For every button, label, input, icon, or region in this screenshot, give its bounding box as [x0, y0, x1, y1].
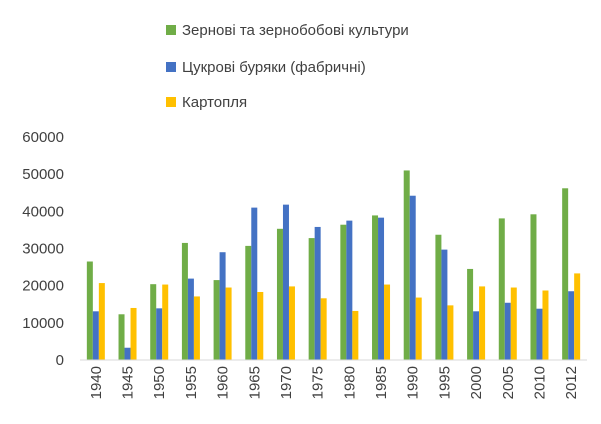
- bar-1940-series-3: [98, 283, 105, 360]
- bar-2000-series-2: [473, 311, 480, 360]
- bar-1985-series-1: [372, 215, 379, 360]
- x-tick-label: 1950: [151, 366, 168, 399]
- y-tick-label: 60000: [22, 129, 64, 146]
- bar-1955-series-2: [187, 278, 194, 360]
- bar-2010-series-3: [542, 290, 549, 360]
- bar-1945-series-2: [124, 347, 131, 360]
- bar-1965-series-1: [245, 245, 252, 360]
- x-tick-label: 1955: [183, 366, 200, 399]
- x-tick-label: 2005: [500, 366, 517, 399]
- bar-1990-series-3: [415, 297, 422, 360]
- bar-2000-series-1: [467, 268, 474, 360]
- bar-2012-series-2: [568, 291, 575, 360]
- bar-2010-series-2: [536, 308, 543, 360]
- x-tick-label: 1975: [310, 366, 327, 399]
- bar-1980-series-1: [340, 224, 347, 360]
- legend-label-2: Цукрові буряки (фабричні): [182, 59, 366, 76]
- legend-swatch-1: [166, 25, 176, 35]
- bar-1955-series-1: [181, 242, 188, 360]
- bar-1975-series-1: [308, 238, 315, 360]
- y-axis-tick-labels: 0 10000 20000 30000 40000 50000 60000: [22, 129, 64, 369]
- bar-1970-series-2: [282, 204, 289, 360]
- bar-1975-series-2: [314, 226, 321, 360]
- x-tick-label: 1940: [88, 366, 105, 399]
- bar-1950-series-1: [150, 284, 157, 360]
- x-tick-label: 1945: [120, 366, 137, 399]
- bar-1990-series-1: [403, 170, 410, 360]
- legend-swatch-2: [166, 62, 176, 72]
- x-axis-tick-labels: 1940 1945 1950 1955 1960 1965 1970 1975 1980 1985…: [88, 366, 580, 399]
- x-tick-label: 2000: [468, 366, 485, 399]
- bar-1960-series-1: [213, 280, 220, 360]
- x-tick-label: 2010: [531, 366, 548, 399]
- bar-1995-series-3: [447, 305, 454, 360]
- y-tick-label: 30000: [22, 241, 64, 258]
- bar-1995-series-2: [441, 249, 448, 360]
- x-tick-label: 1990: [405, 366, 422, 399]
- y-tick-label: 50000: [22, 166, 64, 183]
- x-tick-label: 1965: [246, 366, 263, 399]
- x-tick-label: 1970: [278, 366, 295, 399]
- bar-1995-series-1: [435, 234, 442, 360]
- y-tick-label: 40000: [22, 203, 64, 220]
- bar-1945-series-3: [130, 307, 137, 360]
- bar-2012-series-1: [562, 188, 569, 360]
- bar-1970-series-1: [276, 228, 283, 360]
- x-tick-label: 1995: [436, 366, 453, 399]
- y-tick-label: 0: [56, 352, 64, 369]
- bar-2000-series-3: [479, 286, 486, 360]
- bar-1950-series-3: [162, 284, 169, 360]
- bar-2005-series-1: [498, 218, 505, 360]
- x-tick-label: 1960: [215, 366, 232, 399]
- bar-1985-series-3: [384, 284, 391, 360]
- bar-1940-series-1: [86, 261, 93, 360]
- bar-1955-series-3: [193, 296, 200, 360]
- bar-2012-series-3: [574, 273, 581, 360]
- legend-label-1: Зернові та зернобобові культури: [182, 22, 409, 39]
- bar-1980-series-2: [346, 220, 353, 360]
- bar-2005-series-3: [510, 287, 517, 360]
- bar-1940-series-2: [92, 311, 99, 360]
- bars: [86, 170, 581, 360]
- bar-1975-series-3: [320, 298, 327, 360]
- bar-1965-series-2: [251, 207, 258, 360]
- bar-1945-series-1: [118, 314, 125, 360]
- legend-swatch-3: [166, 97, 176, 107]
- bar-1950-series-2: [156, 308, 163, 360]
- y-tick-label: 20000: [22, 278, 64, 295]
- legend: Зернові та зернобобові культури Цукрові б…: [166, 22, 409, 111]
- bar-1985-series-2: [378, 217, 385, 360]
- bar-1970-series-3: [288, 286, 295, 360]
- bar-2005-series-2: [504, 302, 511, 360]
- y-tick-label: 10000: [22, 315, 64, 332]
- bar-1990-series-2: [409, 195, 416, 360]
- bar-2010-series-1: [530, 214, 537, 360]
- legend-label-3: Картопля: [182, 94, 247, 111]
- x-tick-label: 1985: [373, 366, 390, 399]
- bar-1960-series-3: [225, 287, 232, 360]
- bar-1980-series-3: [352, 310, 359, 360]
- x-tick-label: 1980: [341, 366, 358, 399]
- bar-1965-series-3: [257, 291, 264, 360]
- x-tick-label: 2012: [563, 366, 580, 399]
- bar-1960-series-2: [219, 252, 226, 360]
